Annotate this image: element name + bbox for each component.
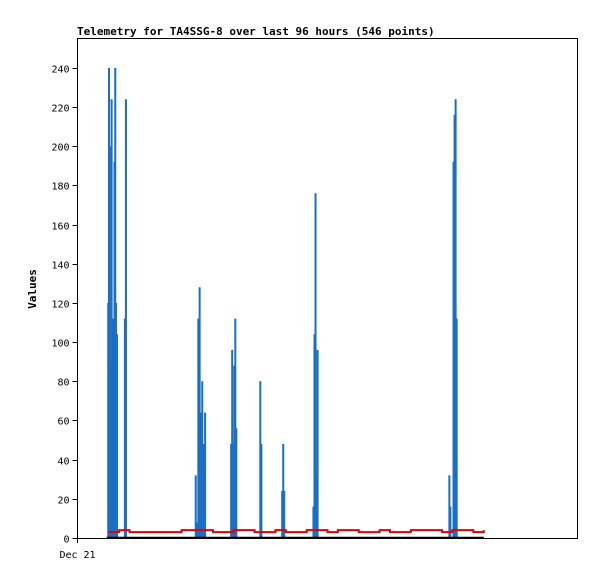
y-tick-label: 200	[51, 143, 69, 154]
y-tick-label: 160	[51, 222, 69, 233]
plot-area	[77, 38, 578, 539]
y-tick-label: 220	[51, 104, 69, 115]
series-step-line	[108, 529, 485, 534]
y-tick-label: 80	[57, 378, 69, 389]
x-tick-label: Dec 21	[59, 550, 95, 561]
series-spikes	[107, 67, 458, 538]
y-tick-label: 120	[51, 300, 69, 311]
y-axis-label: Values	[26, 269, 39, 309]
y-tick-label: 0	[63, 535, 69, 546]
y-tick-label: 40	[57, 457, 69, 468]
y-tick-label: 20	[57, 496, 69, 507]
y-tick-label: 180	[51, 182, 69, 193]
x-axis: Dec 21	[59, 538, 96, 561]
y-tick-label: 240	[51, 65, 69, 76]
series-layer	[106, 67, 485, 539]
y-axis: 0 20 40 60 80 100 120 140 160 180 200 220 240	[51, 65, 78, 546]
y-tick-label: 60	[57, 417, 69, 428]
y-tick-label: 140	[51, 261, 69, 272]
y-tick-label: 100	[51, 339, 69, 350]
chart-title: Telemetry for TA4SSG-8 over last 96 hour…	[77, 25, 435, 38]
